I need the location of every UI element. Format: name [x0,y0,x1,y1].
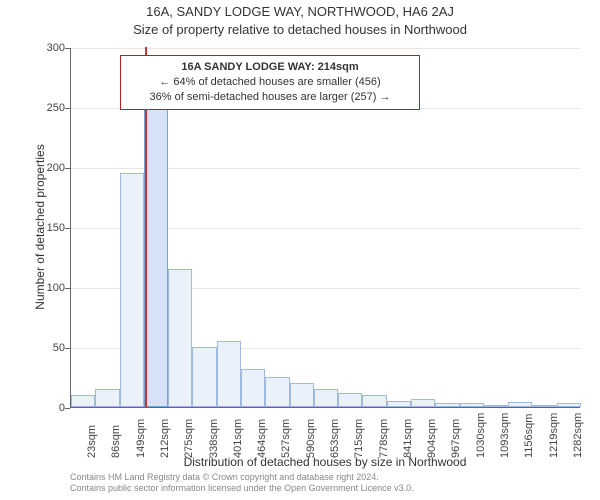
y-tick-mark [65,348,70,349]
x-tick-label: 149sqm [135,419,147,458]
y-tick-mark [65,228,70,229]
footer: Contains HM Land Registry data © Crown c… [70,472,580,495]
x-tick-label: 967sqm [450,419,462,458]
info-box: 16A SANDY LODGE WAY: 214sqm ← 64% of det… [120,55,420,110]
x-tick-label: 1093sqm [499,413,511,458]
x-tick-label: 841sqm [402,419,414,458]
histogram-bar [71,395,95,407]
histogram-bar [387,401,411,407]
x-tick-label: 653sqm [329,419,341,458]
histogram-bar [484,405,508,407]
footer-line1: Contains HM Land Registry data © Crown c… [70,472,580,483]
y-tick-label: 250 [35,102,65,114]
y-tick-label: 200 [35,162,65,174]
info-line1: 16A SANDY LODGE WAY: 214sqm [131,60,409,75]
y-tick-mark [65,168,70,169]
x-tick-label: 401sqm [232,419,244,458]
x-tick-label: 1282sqm [572,413,584,458]
histogram-bar [557,403,581,407]
y-tick-label: 150 [35,222,65,234]
info-line3: 36% of semi-detached houses are larger (… [131,90,409,105]
x-tick-label: 275sqm [183,419,195,458]
x-tick-label: 590sqm [305,419,317,458]
histogram-bar [217,341,241,407]
histogram-bar [411,399,435,407]
y-tick-mark [65,48,70,49]
histogram-bar [192,347,216,407]
x-tick-label: 715sqm [353,419,365,458]
x-tick-label: 1030sqm [475,413,487,458]
histogram-bar [241,369,265,407]
y-tick-label: 50 [35,342,65,354]
histogram-bar [508,402,532,407]
x-tick-label: 212sqm [159,419,171,458]
x-tick-label: 1219sqm [548,413,560,458]
info-line2: ← 64% of detached houses are smaller (45… [131,75,409,90]
y-tick-label: 0 [35,402,65,414]
histogram-bar [120,173,144,407]
chart-title: 16A, SANDY LODGE WAY, NORTHWOOD, HA6 2AJ [0,4,600,19]
y-tick-mark [65,288,70,289]
histogram-bar [95,389,119,407]
histogram-bar [290,383,314,407]
y-tick-label: 100 [35,282,65,294]
y-tick-mark [65,108,70,109]
x-tick-label: 464sqm [256,419,268,458]
grid-line [71,48,580,49]
x-tick-label: 527sqm [280,419,292,458]
histogram-bar [168,269,192,407]
x-tick-label: 1156sqm [523,414,535,458]
histogram-bar [460,403,484,407]
chart-container: 16A, SANDY LODGE WAY, NORTHWOOD, HA6 2AJ… [0,0,600,500]
histogram-bar [314,389,338,407]
histogram-bar [435,403,459,407]
chart-subtitle: Size of property relative to detached ho… [0,22,600,37]
y-tick-mark [65,408,70,409]
x-tick-label: 904sqm [426,419,438,458]
x-tick-label: 338sqm [208,419,220,458]
histogram-bar [144,101,168,407]
footer-line2: Contains public sector information licen… [70,483,580,494]
histogram-bar [265,377,289,407]
histogram-bar [532,405,556,407]
x-tick-label: 86sqm [110,425,122,458]
y-tick-label: 300 [35,42,65,54]
x-tick-label: 778sqm [378,419,390,458]
histogram-bar [362,395,386,407]
x-tick-label: 23sqm [86,425,98,458]
histogram-bar [338,393,362,407]
